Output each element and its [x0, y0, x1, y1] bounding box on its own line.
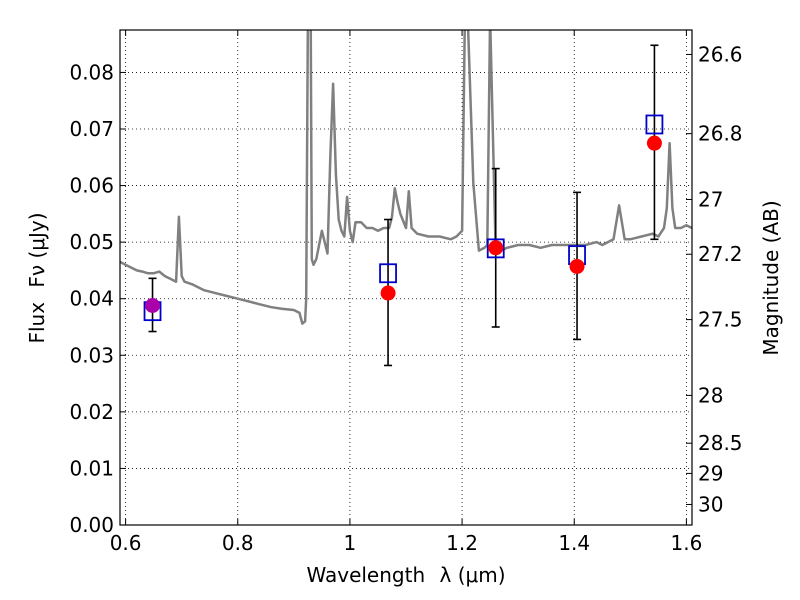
y-tick-label: 0.00 [69, 513, 114, 537]
observed-points-layer [145, 135, 662, 314]
y2-tick-label: 27 [698, 187, 723, 211]
x-tick-label: 1.4 [558, 531, 590, 555]
y2-tick-label: 29 [698, 461, 723, 485]
x-tick-label: 1.2 [446, 531, 478, 555]
y-tick-label: 0.08 [69, 60, 114, 84]
x-axis-label-symbol: λ (μm) [440, 563, 506, 587]
observed-point [380, 285, 396, 301]
y2-tick-label: 28 [698, 383, 723, 407]
y2-tick-label: 30 [698, 492, 723, 516]
y-tick-label: 0.02 [69, 400, 114, 424]
y-tick-label: 0.06 [69, 174, 114, 198]
x-axis-label-text: Wavelength [306, 563, 425, 587]
y2-tick-label: 27.5 [698, 308, 743, 332]
spectrum-line [120, 30, 692, 325]
y2-tick-label: 26.6 [698, 42, 743, 66]
y-axis-label-text: Flux [25, 302, 49, 344]
y2-tick-label: 27.2 [698, 242, 743, 266]
x-tick-label: 0.6 [110, 531, 142, 555]
model-point [486, 238, 505, 259]
y-tick-label: 0.01 [69, 456, 114, 480]
model-point [379, 263, 397, 284]
model-points-layer [143, 114, 664, 322]
x-axis-label: Wavelength λ (μm) [306, 563, 505, 587]
x-tick-label: 1.6 [670, 531, 702, 555]
y2-tick-label: 26.8 [698, 122, 743, 146]
plot-frame [119, 29, 693, 526]
y-tick-label: 0.03 [69, 343, 114, 367]
y-axis-label: Flux Fν (μJy) [25, 212, 49, 343]
y-tick-label: 0.07 [69, 117, 114, 141]
y-axis-label-symbol: Fν (μJy) [25, 212, 49, 287]
y2-tick-label: 28.5 [698, 431, 743, 455]
y-tick-label: 0.05 [69, 230, 114, 254]
spectrum-layer [120, 30, 692, 325]
x-tick-label: 1 [344, 531, 357, 555]
model-point [645, 114, 664, 135]
x-tick-label: 0.8 [222, 531, 254, 555]
tick-layer: 0.6 0.8 1 1.2 1.4 1.6 0.00 0.01 0.02 0.03 0.04 0.05… [69, 30, 743, 555]
y-tick-label: 0.04 [69, 287, 114, 311]
observed-point [488, 240, 504, 256]
y2-axis-label: Magnitude (AB) [759, 200, 783, 355]
observed-point [646, 135, 662, 151]
observed-point [569, 258, 585, 274]
observed-point [145, 298, 161, 314]
errorbar-layer [148, 44, 659, 367]
grid-layer [120, 30, 692, 525]
